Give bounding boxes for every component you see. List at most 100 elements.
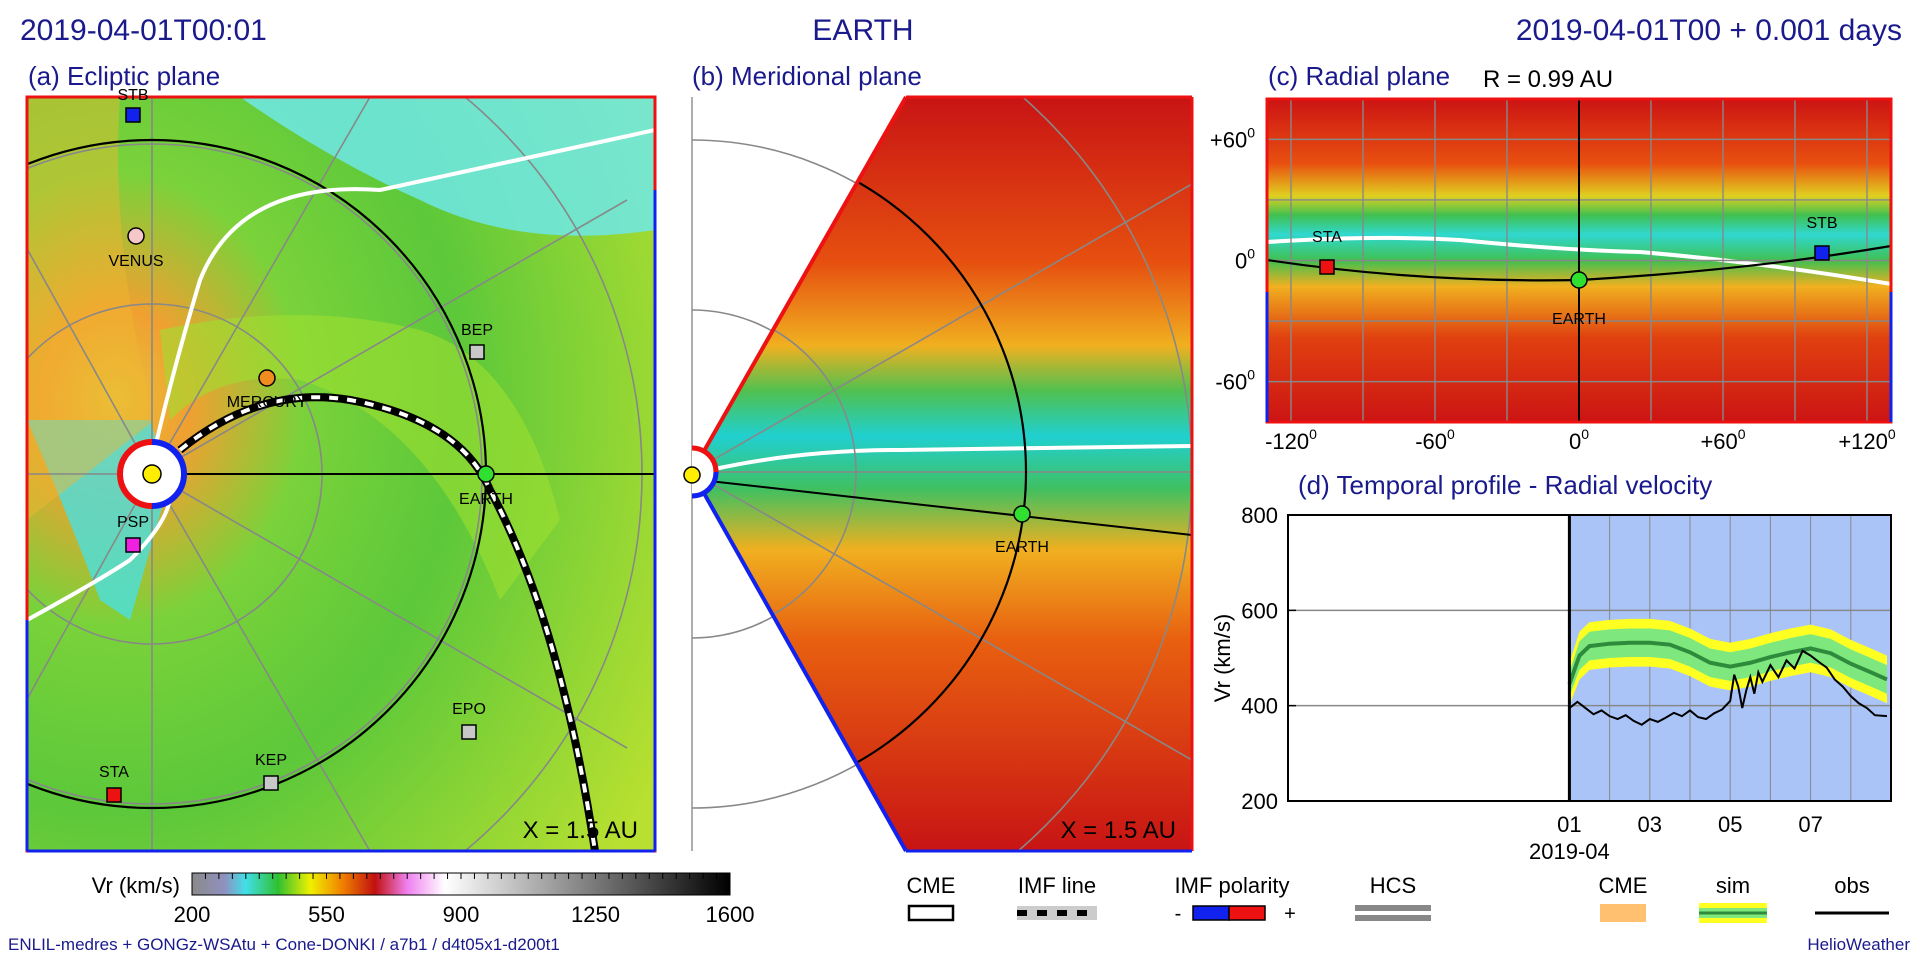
kep-marker	[263, 775, 279, 791]
degree-mark: 0	[1309, 426, 1317, 442]
legend-right-cme-swatch	[1600, 904, 1646, 922]
earth-marker-b	[1013, 505, 1031, 523]
panel-b-title: (b) Meridional plane	[692, 61, 922, 91]
profile-legend: CME sim obs	[1599, 873, 1889, 923]
y-tick-label: 400	[1241, 694, 1278, 719]
degree-mark: 0	[1447, 426, 1455, 442]
degree-mark: 0	[1888, 426, 1896, 442]
colorbar-tick: 1600	[706, 902, 755, 927]
legend-right-cme-label: CME	[1599, 873, 1648, 898]
panel-c-radius: R = 0.99 AU	[1483, 66, 1613, 93]
legend-cme-swatch	[907, 904, 955, 922]
map-legend: CME IMF line IMF polarity - + HCS	[907, 873, 1431, 925]
earth-label-a: EARTH	[459, 491, 513, 508]
bep-label: BEP	[461, 322, 493, 339]
sta-label-c: STA	[1312, 229, 1342, 246]
legend-hcs-swatch-top	[1355, 905, 1431, 911]
epo-label: EPO	[452, 701, 486, 718]
header-offset: 2019-04-01T00 + 0.001 days	[1516, 14, 1902, 47]
sun-icon	[142, 464, 162, 484]
radial-y-tick: 00	[1235, 246, 1255, 274]
degree-mark: 0	[1581, 426, 1589, 442]
kep-label: KEP	[255, 752, 287, 769]
legend-imf-polarity-label: IMF polarity	[1175, 873, 1290, 898]
venus-marker	[127, 227, 145, 245]
obs-line	[1568, 649, 1888, 726]
legend-plus: +	[1284, 903, 1296, 925]
footer-brand: HelioWeather	[1807, 935, 1910, 954]
stb-label: STB	[117, 87, 148, 104]
legend-minus: -	[1175, 903, 1182, 925]
x-tick-label: 03	[1638, 812, 1662, 837]
sta-label-a: STA	[99, 764, 129, 781]
x-tick-label: 05	[1718, 812, 1742, 837]
sim-line	[1567, 640, 1888, 685]
radial-x-tick: -600	[1415, 426, 1455, 454]
venus-label: VENUS	[108, 253, 163, 270]
earth-marker-c	[1570, 271, 1588, 289]
degree-mark: 0	[1247, 246, 1255, 262]
colorbar-tick: 900	[443, 902, 480, 927]
degree-mark: 0	[1738, 426, 1746, 442]
panel-b-scale: X = 1.5 AU	[1061, 817, 1176, 844]
sim-inner-band	[1569, 628, 1887, 697]
y-tick-label: 800	[1241, 503, 1278, 528]
sta-marker-c	[1319, 259, 1335, 275]
stb-label-c: STB	[1806, 215, 1837, 232]
radial-x-tick: +600	[1700, 426, 1745, 454]
legend-imf-line-label: IMF line	[1018, 873, 1096, 898]
x-axis-label: 2019-04	[1529, 839, 1610, 864]
sta-marker-a	[106, 787, 122, 803]
footer-model: ENLIL-medres + GONGz-WSAtu + Cone-DONKI …	[8, 935, 560, 954]
legend-cme-label: CME	[907, 873, 956, 898]
degree-mark: 0	[1247, 367, 1255, 383]
radial-hcs	[1267, 235, 1891, 286]
header-target: EARTH	[812, 14, 913, 47]
colorbar-tick: 550	[308, 902, 345, 927]
psp-marker	[125, 537, 141, 553]
ecliptic-cyan-band-upper	[240, 97, 655, 236]
radial-x-tick: -1200	[1265, 426, 1317, 454]
x-tick-label: 01	[1557, 812, 1581, 837]
bep-marker	[469, 344, 485, 360]
ecliptic-left-warm	[27, 97, 155, 520]
legend-sim-label: sim	[1716, 873, 1750, 898]
radial-x-tick: +1200	[1838, 426, 1896, 454]
panel-a-title: (a) Ecliptic plane	[28, 61, 220, 91]
legend-hcs-label: HCS	[1370, 873, 1416, 898]
ecliptic-green-band	[160, 315, 560, 600]
legend-hcs-swatch-bottom	[1355, 915, 1431, 921]
temporal-profile-chart: 200 400 600 800 01 03 05 07 2019-04 Vr (km/s)	[1210, 503, 1892, 864]
meridional-hcs	[709, 444, 1192, 472]
colorbar-label: Vr (km/s)	[92, 873, 180, 898]
header-time: 2019-04-01T00:01	[20, 14, 267, 47]
panel-d-title: (d) Temporal profile - Radial velocity	[1298, 470, 1712, 500]
panel-c-title: (c) Radial plane	[1268, 61, 1450, 91]
earth-marker-a	[477, 465, 495, 483]
stb-marker-c	[1814, 245, 1830, 261]
y-axis-label: Vr (km/s)	[1210, 614, 1235, 702]
mercury-label: MERCURY	[227, 394, 308, 411]
x-tick-label: 07	[1798, 812, 1822, 837]
colorbar-tick: 1250	[571, 902, 620, 927]
earth-label-b: EARTH	[995, 539, 1049, 556]
epo-marker	[461, 724, 477, 740]
mercury-marker	[258, 369, 276, 387]
radial-y-tick: -600	[1215, 367, 1255, 395]
stb-marker	[125, 107, 141, 123]
legend-positive-swatch	[1228, 905, 1266, 921]
radial-x-tick: 00	[1569, 426, 1589, 454]
colorbar-tick: 200	[174, 902, 211, 927]
degree-mark: 0	[1247, 124, 1255, 140]
legend-obs-label: obs	[1834, 873, 1869, 898]
earth-label-c: EARTH	[1552, 311, 1606, 328]
chart-frame	[1287, 514, 1892, 802]
sun-icon-b	[683, 466, 701, 484]
legend-negative-swatch	[1192, 905, 1230, 921]
y-tick-label: 600	[1241, 598, 1278, 623]
colorbar: Vr (km/s) 200 550 900 1250 1600	[92, 872, 755, 927]
y-tick-label: 200	[1241, 789, 1278, 814]
radial-y-tick: +600	[1210, 124, 1255, 152]
